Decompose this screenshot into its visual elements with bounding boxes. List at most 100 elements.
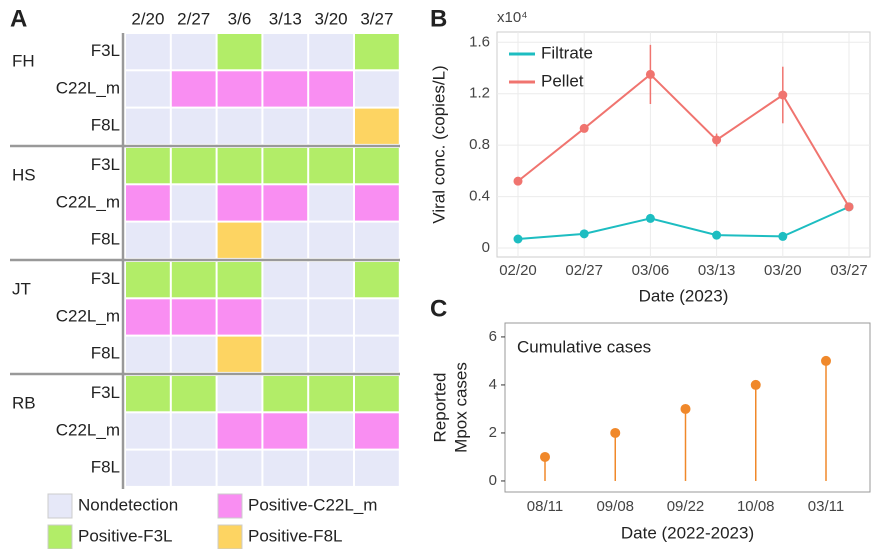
- heatmap-cell: [217, 71, 262, 107]
- data-point: [778, 90, 788, 100]
- heatmap-cell: [217, 450, 262, 486]
- heatmap-cell: [126, 262, 170, 298]
- y-tick-label: 0: [489, 472, 497, 489]
- x-tick-label: 03/06: [632, 262, 670, 279]
- heatmap-cell: [355, 299, 399, 335]
- heatmap-cell: [126, 336, 170, 372]
- row-label: F8L: [91, 230, 120, 249]
- heatmap-cell: [126, 376, 170, 412]
- heatmap-cell: [355, 262, 399, 298]
- heatmap-cell: [309, 185, 353, 221]
- heatmap-cell: [217, 262, 262, 298]
- data-point: [712, 230, 722, 240]
- heatmap-cell: [171, 71, 216, 107]
- data-point: [844, 202, 854, 212]
- y-tick-label: 0.8: [469, 136, 490, 153]
- group-label: HS: [12, 165, 36, 184]
- heatmap-cell: [217, 148, 262, 184]
- row-label: F3L: [91, 383, 120, 402]
- heatmap-cell: [126, 222, 170, 258]
- heatmap-cell: [171, 450, 216, 486]
- group-label: FH: [12, 51, 35, 70]
- row-label: C22L_m: [56, 420, 120, 439]
- row-label: F3L: [91, 41, 120, 60]
- x-tick-label: 08/11: [527, 498, 563, 515]
- heatmap-cell: [309, 71, 353, 107]
- legend-swatch: [47, 524, 73, 549]
- legend-swatch: [47, 493, 73, 519]
- row-label: F3L: [91, 269, 120, 288]
- heatmap-cell: [126, 34, 170, 70]
- heatmap-cell: [126, 108, 170, 144]
- x-tick-label: 10/08: [737, 498, 775, 515]
- row-label: F8L: [91, 116, 120, 135]
- column-label: 3/20: [315, 9, 348, 28]
- heatmap-cell: [217, 34, 262, 70]
- plot-area: [496, 31, 871, 258]
- row-label: F8L: [91, 344, 120, 363]
- data-point: [579, 123, 589, 133]
- heatmap-cell: [126, 413, 170, 449]
- heatmap-cell: [309, 413, 353, 449]
- heatmap-cell: [355, 34, 399, 70]
- row-label: C22L_m: [56, 78, 120, 97]
- row-label: F8L: [91, 458, 120, 477]
- heatmap-cell: [263, 413, 308, 449]
- y-axis-title: Viral conc. (copies/L): [429, 65, 448, 223]
- data-point: [579, 229, 589, 239]
- stem-point: [821, 355, 831, 366]
- y-axis-title: Reported: [430, 373, 449, 443]
- panel-label: A: [10, 5, 27, 32]
- x-tick-label: 03/13: [698, 262, 736, 279]
- row-label: C22L_m: [56, 306, 120, 325]
- y-tick-label: 0.4: [469, 188, 490, 205]
- heatmap-cell: [217, 336, 262, 372]
- legend-label: Positive-C22L_m: [248, 495, 377, 514]
- heatmap-cell: [126, 71, 170, 107]
- legend-swatch: [217, 524, 243, 549]
- column-label: 2/20: [131, 9, 164, 28]
- data-point: [645, 69, 655, 79]
- legend-label: Filtrate: [541, 43, 593, 62]
- heatmap-cell: [263, 108, 308, 144]
- series-line: [517, 205, 850, 240]
- group-label: JT: [12, 279, 31, 298]
- heatmap-cell: [171, 222, 216, 258]
- column-label: 2/27: [177, 9, 210, 28]
- y-tick-label: 4: [489, 376, 497, 393]
- x-axis-title: Date (2023): [639, 286, 729, 305]
- heatmap-cell: [217, 108, 262, 144]
- heatmap-cell: [309, 34, 353, 70]
- legend-label: Nondetection: [78, 495, 178, 514]
- heatmap-cell: [309, 108, 353, 144]
- heatmap-cell: [171, 262, 216, 298]
- heatmap-cell: [126, 185, 170, 221]
- column-label: 3/6: [228, 9, 252, 28]
- heatmap-cell: [263, 450, 308, 486]
- legend-label: Positive-F8L: [248, 526, 342, 545]
- heatmap-cell: [263, 71, 308, 107]
- legend-swatch: [217, 493, 243, 519]
- heatmap-cell: [263, 376, 308, 412]
- heatmap-cell: [217, 413, 262, 449]
- y-tick-label: 2: [489, 424, 497, 441]
- row-label: C22L_m: [56, 192, 120, 211]
- row-label: F3L: [91, 155, 120, 174]
- heatmap-cell: [171, 148, 216, 184]
- group-label: RB: [12, 393, 36, 412]
- y-tick-label: 1.6: [469, 33, 490, 50]
- heatmap-cell: [263, 185, 308, 221]
- x-tick-label: 09/22: [667, 498, 705, 515]
- panel-label: C: [430, 295, 447, 322]
- heatmap-cell: [355, 413, 399, 449]
- heatmap-cell: [217, 222, 262, 258]
- heatmap-cell: [217, 185, 262, 221]
- heatmap-cell: [309, 262, 353, 298]
- heatmap-cell: [171, 34, 216, 70]
- y-tick-label: 1.2: [469, 85, 490, 102]
- scale-note: x10⁴: [497, 9, 528, 26]
- heatmap-cell: [171, 299, 216, 335]
- x-tick-label: 02/27: [565, 262, 603, 279]
- data-point: [778, 231, 788, 241]
